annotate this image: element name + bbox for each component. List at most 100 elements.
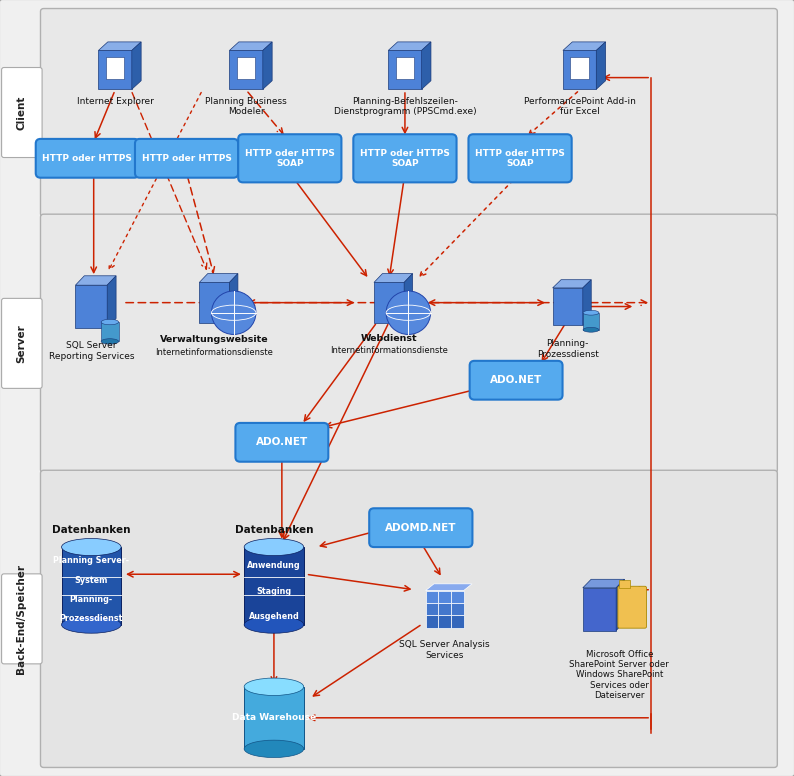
FancyBboxPatch shape	[618, 587, 646, 629]
Text: Data Warehouse: Data Warehouse	[232, 713, 316, 722]
Polygon shape	[374, 282, 404, 323]
Text: Planning-Befehlszeilen-
Dienstprogramm (PPSCmd.exe): Planning-Befehlszeilen- Dienstprogramm (…	[333, 97, 476, 116]
Polygon shape	[422, 42, 431, 89]
FancyBboxPatch shape	[369, 508, 472, 547]
Polygon shape	[583, 579, 624, 588]
FancyBboxPatch shape	[583, 313, 599, 330]
FancyBboxPatch shape	[245, 547, 303, 625]
Polygon shape	[438, 615, 451, 628]
Text: ADO.NET: ADO.NET	[256, 438, 308, 447]
Polygon shape	[75, 286, 107, 327]
Text: Planning-: Planning-	[70, 595, 113, 604]
Ellipse shape	[62, 539, 121, 556]
Polygon shape	[596, 42, 606, 89]
Text: Planning-
Prozessdienst: Planning- Prozessdienst	[537, 339, 599, 359]
FancyBboxPatch shape	[36, 139, 139, 178]
Text: HTTP oder HTTPS: HTTP oder HTTPS	[141, 154, 232, 163]
FancyBboxPatch shape	[40, 214, 777, 473]
Ellipse shape	[244, 539, 303, 556]
Text: Internetinformationsdienste: Internetinformationsdienste	[156, 348, 273, 357]
Text: System: System	[75, 576, 108, 584]
Polygon shape	[438, 603, 451, 615]
Ellipse shape	[583, 310, 599, 315]
Text: Datenbanken: Datenbanken	[235, 525, 313, 535]
Polygon shape	[229, 50, 263, 89]
Polygon shape	[563, 42, 606, 50]
Ellipse shape	[244, 616, 303, 633]
Text: Prozessdienst: Prozessdienst	[60, 615, 123, 623]
FancyBboxPatch shape	[235, 423, 328, 462]
Polygon shape	[619, 580, 630, 588]
FancyBboxPatch shape	[101, 322, 118, 341]
Ellipse shape	[101, 338, 118, 344]
Polygon shape	[616, 579, 624, 630]
Text: PerformancePoint Add-in
für Excel: PerformancePoint Add-in für Excel	[524, 97, 635, 116]
Circle shape	[211, 291, 256, 334]
Polygon shape	[263, 42, 272, 89]
Polygon shape	[426, 584, 472, 591]
FancyBboxPatch shape	[135, 139, 238, 178]
Ellipse shape	[583, 327, 599, 332]
Ellipse shape	[62, 616, 121, 633]
Polygon shape	[553, 288, 583, 325]
Text: HTTP oder HTTPS
SOAP: HTTP oder HTTPS SOAP	[245, 148, 335, 168]
FancyBboxPatch shape	[2, 68, 42, 158]
Polygon shape	[388, 50, 422, 89]
FancyBboxPatch shape	[2, 574, 42, 663]
FancyBboxPatch shape	[570, 57, 589, 78]
Text: ADO.NET: ADO.NET	[490, 376, 542, 385]
Polygon shape	[426, 615, 438, 628]
FancyBboxPatch shape	[40, 9, 777, 217]
Text: HTTP oder HTTPS: HTTP oder HTTPS	[42, 154, 133, 163]
Text: HTTP oder HTTPS
SOAP: HTTP oder HTTPS SOAP	[360, 148, 450, 168]
Text: Microsoft Office
SharePoint Server oder
Windows SharePoint
Services oder
Dateise: Microsoft Office SharePoint Server oder …	[569, 650, 669, 700]
Polygon shape	[438, 591, 451, 603]
Ellipse shape	[244, 678, 303, 695]
Text: Ausgehend: Ausgehend	[249, 612, 299, 622]
Text: Planning Business
Modeler: Planning Business Modeler	[206, 97, 287, 116]
Polygon shape	[98, 42, 141, 50]
Text: Internetinformationsdienste: Internetinformationsdienste	[330, 346, 448, 355]
Ellipse shape	[101, 320, 118, 325]
Polygon shape	[451, 615, 464, 628]
Polygon shape	[426, 603, 438, 615]
Text: Staging: Staging	[256, 587, 291, 595]
Text: Planning Server-: Planning Server-	[53, 556, 129, 565]
Polygon shape	[229, 274, 238, 323]
Polygon shape	[132, 42, 141, 89]
Polygon shape	[199, 282, 229, 323]
Polygon shape	[404, 274, 413, 323]
Polygon shape	[388, 42, 431, 50]
FancyBboxPatch shape	[106, 57, 125, 78]
Ellipse shape	[244, 740, 303, 757]
Polygon shape	[199, 274, 238, 282]
Text: HTTP oder HTTPS
SOAP: HTTP oder HTTPS SOAP	[475, 148, 565, 168]
Text: ADOMD.NET: ADOMD.NET	[385, 523, 457, 532]
FancyBboxPatch shape	[238, 134, 341, 182]
Polygon shape	[107, 275, 116, 327]
Text: Datenbanken: Datenbanken	[52, 525, 130, 535]
Polygon shape	[563, 50, 596, 89]
Polygon shape	[98, 50, 132, 89]
Polygon shape	[583, 279, 592, 325]
Polygon shape	[451, 603, 464, 615]
Polygon shape	[553, 279, 592, 288]
Text: SQL Server
Reporting Services: SQL Server Reporting Services	[48, 341, 134, 361]
Text: SQL Server Analysis
Services: SQL Server Analysis Services	[399, 640, 490, 660]
Polygon shape	[583, 588, 616, 630]
Polygon shape	[374, 274, 413, 282]
Polygon shape	[451, 591, 464, 603]
FancyBboxPatch shape	[237, 57, 256, 78]
FancyBboxPatch shape	[2, 299, 42, 389]
Polygon shape	[426, 591, 438, 603]
FancyBboxPatch shape	[245, 687, 303, 749]
Polygon shape	[229, 42, 272, 50]
Text: Back-End/Speicher: Back-End/Speicher	[17, 564, 26, 674]
Text: Webdienst: Webdienst	[360, 334, 418, 343]
Text: Verwaltungswebsite: Verwaltungswebsite	[160, 335, 268, 345]
FancyBboxPatch shape	[468, 134, 572, 182]
FancyBboxPatch shape	[470, 361, 562, 400]
Polygon shape	[75, 275, 116, 286]
Circle shape	[386, 291, 430, 334]
Text: Server: Server	[17, 324, 26, 362]
